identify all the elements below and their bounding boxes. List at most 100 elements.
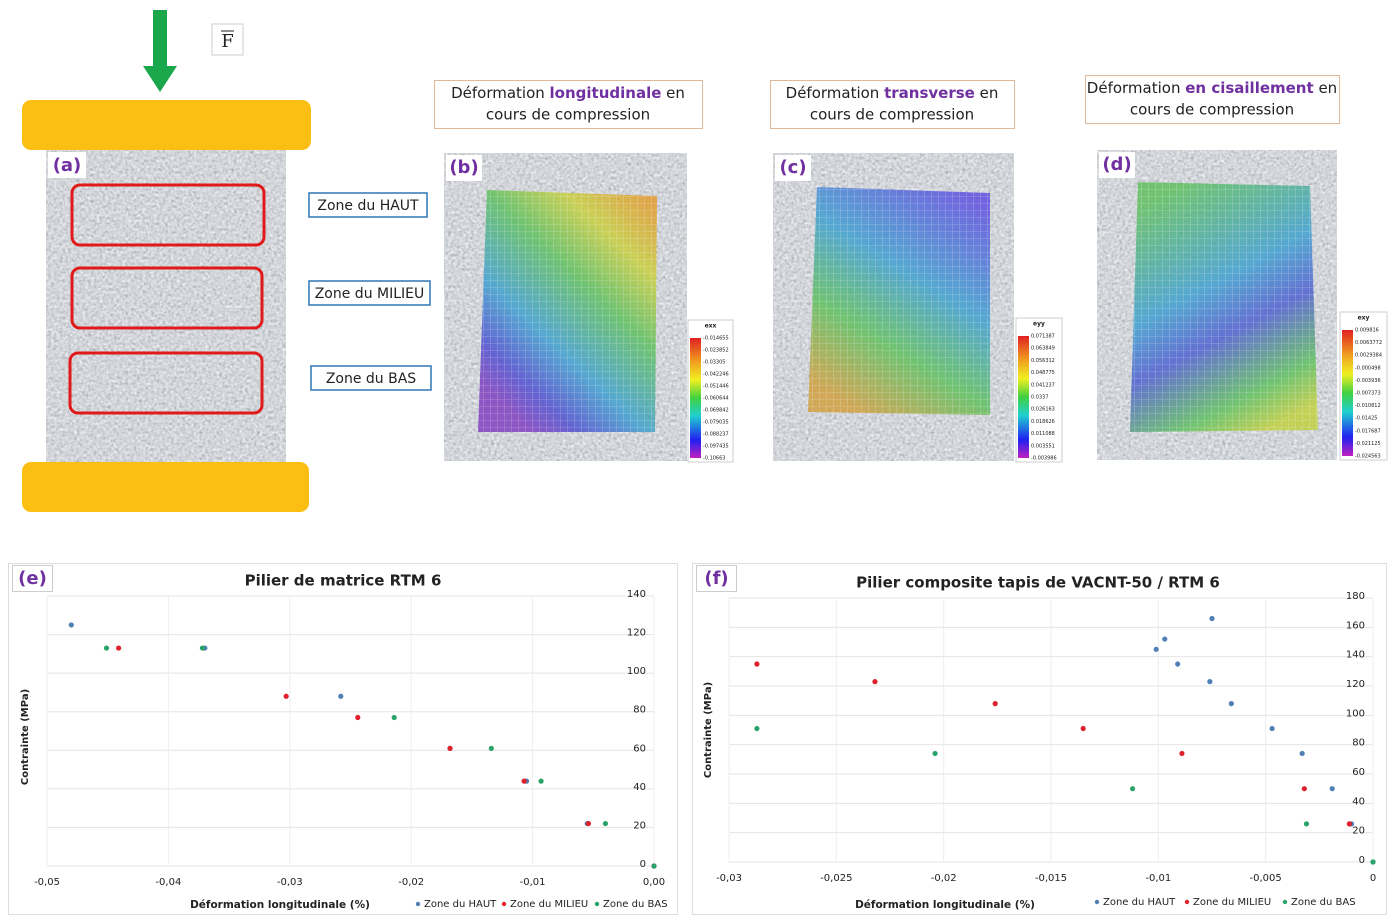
data-point [488, 745, 494, 751]
data-point [538, 778, 544, 784]
colorbar [1342, 330, 1353, 456]
colorbar-label: 0.011088 [1031, 431, 1055, 437]
sample-photo [46, 150, 286, 462]
zone-label: Zone du MILIEU [315, 286, 425, 302]
force-label: F [221, 31, 234, 52]
data-point [585, 820, 592, 827]
data-point [1080, 725, 1086, 732]
y-tick-label: 160 [1346, 620, 1365, 631]
colorbar-label: 0.048775 [1031, 370, 1055, 376]
chart-title: Pilier composite tapis de VACNT-50 / RTM… [856, 574, 1220, 592]
colorbar-title: exx [705, 323, 717, 330]
data-point [1153, 646, 1159, 652]
data-point [1209, 615, 1215, 622]
data-point [1129, 786, 1136, 792]
colorbar-label: 0.041237 [1031, 382, 1055, 388]
x-tick-label: 0,00 [643, 877, 665, 888]
y-tick-label: 80 [633, 705, 646, 716]
legend-label: Zone du BAS [603, 899, 668, 910]
y-tick-label: 140 [627, 589, 646, 600]
chart-frame [8, 563, 678, 915]
data-point [992, 701, 998, 707]
panel-label-box [1099, 152, 1135, 178]
map-title: Déformation en cisaillement en [1087, 79, 1337, 97]
panel-label-box [775, 155, 811, 181]
panel-label: (e) [18, 568, 47, 589]
y-tick-label: 40 [633, 782, 646, 793]
chart-title: Pilier de matrice RTM 6 [245, 572, 442, 590]
data-point [355, 714, 361, 721]
panel-label: (c) [779, 157, 806, 178]
zone-box [308, 280, 431, 306]
x-tick-label: -0,03 [716, 873, 742, 884]
colorbar-label: -0.017687 [1355, 428, 1381, 434]
colorbar-label: 0.0337 [1031, 395, 1049, 401]
data-point [1301, 786, 1307, 792]
upper-plate [22, 100, 311, 150]
title-part: transverse [884, 84, 975, 102]
y-tick-label: 120 [1346, 679, 1365, 690]
colorbar-label: -0.003986 [1031, 456, 1057, 462]
mesh [808, 187, 990, 415]
title-part: en cisaillement [1185, 79, 1313, 97]
force-arrow-head [143, 66, 177, 92]
y-axis-label: Contrainte (MPa) [20, 689, 31, 785]
title-part: en [661, 84, 685, 102]
data-point [1303, 821, 1310, 827]
x-tick-label: -0,04 [155, 877, 181, 888]
map-title: cours de compression [486, 106, 650, 124]
legend-label: Zone du HAUT [1103, 897, 1176, 908]
data-point [447, 745, 453, 751]
colorbar-label: -0.079035 [703, 420, 729, 426]
title-box [770, 80, 1015, 129]
colorbar-label: -0.003936 [1355, 378, 1381, 384]
data-point [1175, 661, 1181, 667]
x-tick-label: -0,005 [1250, 873, 1282, 884]
legend-label: Zone du BAS [1291, 897, 1356, 908]
colorbar-label: -0.03305 [703, 360, 725, 366]
colorbar-title: exy [1358, 315, 1370, 322]
y-tick-label: 80 [1352, 738, 1365, 749]
force-box [211, 23, 244, 56]
y-axis-label: Contrainte (MPa) [703, 682, 714, 778]
panel-label-box [696, 565, 737, 592]
map-title: Déformation transverse en [786, 84, 999, 102]
data-point [932, 750, 938, 757]
x-axis-label: Déformation longitudinale (%) [855, 899, 1035, 911]
map-title: cours de compression [1130, 101, 1294, 119]
data-point [754, 725, 760, 732]
data-point [1228, 701, 1234, 707]
colorbar-label: 0.0029384 [1355, 353, 1382, 359]
zone-frame [70, 183, 266, 247]
data-point [1269, 725, 1275, 732]
data-point [651, 863, 657, 869]
panel-label: (a) [53, 155, 82, 176]
legend-label: Zone du MILIEU [510, 899, 588, 910]
colorbar-label: -0.010812 [1355, 403, 1381, 409]
colorbar-label: -0.024563 [1355, 454, 1381, 460]
colorbar-label: 0.063849 [1031, 346, 1055, 352]
colorbar-label: -0.069842 [703, 408, 729, 414]
data-point [602, 820, 609, 827]
legend-label: Zone du HAUT [424, 899, 497, 910]
panel-label-box [48, 152, 86, 178]
data-point [872, 679, 878, 685]
colorbar-label: -0.000498 [1355, 365, 1381, 371]
mesh [478, 190, 657, 432]
data-point [338, 693, 344, 699]
y-tick-label: 100 [627, 666, 646, 677]
y-tick-label: 60 [633, 743, 646, 754]
data-point [1162, 636, 1168, 642]
colorbar [1018, 336, 1029, 458]
data-point [199, 645, 205, 651]
title-box [1085, 75, 1340, 124]
legend-label: Zone du MILIEU [1193, 897, 1271, 908]
colorbar-label: -0.007373 [1355, 391, 1381, 397]
colorbar-label: 0.009816 [1355, 328, 1379, 334]
x-tick-label: -0,01 [1145, 873, 1171, 884]
zone-frame [68, 351, 264, 415]
x-axis-label: Déformation longitudinale (%) [190, 899, 370, 911]
legend-marker [1094, 899, 1100, 905]
legend-marker [415, 901, 421, 907]
